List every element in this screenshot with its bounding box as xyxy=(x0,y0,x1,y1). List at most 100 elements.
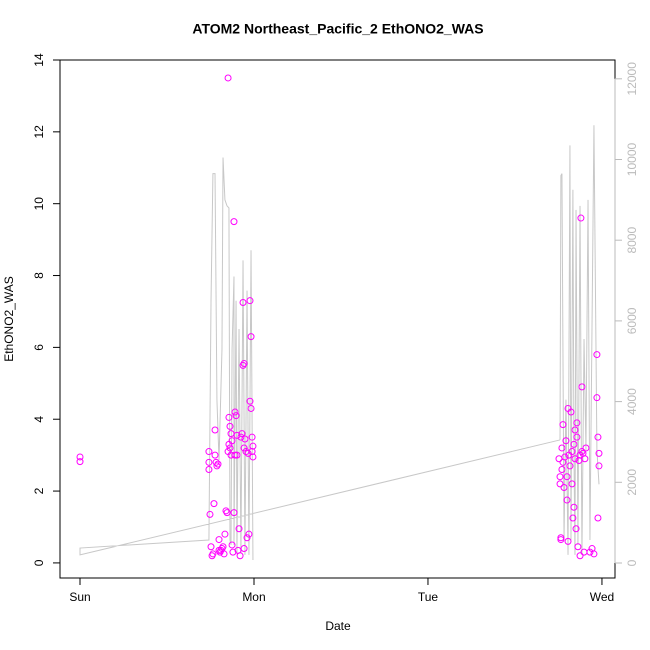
y2-tick-label: 10000 xyxy=(625,142,639,176)
y-tick-label: 8 xyxy=(32,272,46,279)
point xyxy=(223,509,231,517)
x-tick-label: Sun xyxy=(69,590,90,604)
point xyxy=(569,514,577,522)
point xyxy=(573,419,581,427)
point xyxy=(230,509,238,517)
point xyxy=(559,421,567,429)
point xyxy=(205,458,213,466)
x-axis-label: Date xyxy=(325,619,351,633)
y-tick-label: 4 xyxy=(32,416,46,423)
point xyxy=(247,333,255,341)
altitude-line xyxy=(79,125,600,560)
y2-tick-label: 8000 xyxy=(625,227,639,254)
point xyxy=(217,546,225,554)
point xyxy=(558,444,566,452)
point xyxy=(231,451,239,459)
point xyxy=(246,397,254,405)
point xyxy=(582,444,590,452)
y-tick-label: 6 xyxy=(32,344,46,351)
point xyxy=(246,297,254,305)
y2-tick-label: 2000 xyxy=(625,469,639,496)
point xyxy=(594,514,602,522)
point xyxy=(571,426,579,434)
y2-tick-label: 0 xyxy=(625,559,639,566)
point xyxy=(237,433,245,441)
point xyxy=(233,431,241,439)
point xyxy=(595,462,603,470)
point xyxy=(574,543,582,551)
point xyxy=(76,453,84,461)
point xyxy=(240,360,248,368)
point xyxy=(205,466,213,474)
point xyxy=(558,466,566,474)
point xyxy=(594,433,602,441)
point xyxy=(556,480,564,488)
point xyxy=(578,383,586,391)
point xyxy=(568,480,576,488)
point xyxy=(577,214,585,222)
point xyxy=(240,444,248,452)
y-tick-label: 10 xyxy=(32,197,46,211)
point xyxy=(228,437,236,445)
x-tick-label: Wed xyxy=(590,590,614,604)
point xyxy=(244,449,252,457)
point xyxy=(230,218,238,226)
point xyxy=(236,552,244,560)
point xyxy=(245,530,253,538)
point xyxy=(572,525,580,533)
y2-tick-label: 4000 xyxy=(625,388,639,415)
point xyxy=(249,442,257,450)
point xyxy=(241,435,249,443)
point xyxy=(215,536,223,544)
point xyxy=(227,451,235,459)
point xyxy=(581,455,589,463)
y-tick-label: 12 xyxy=(32,125,46,139)
point xyxy=(207,543,215,551)
point xyxy=(214,460,222,468)
y-tick-label: 2 xyxy=(32,487,46,494)
point xyxy=(570,503,578,511)
point xyxy=(224,74,232,82)
point xyxy=(564,537,572,545)
point xyxy=(247,404,255,412)
point xyxy=(586,548,594,556)
point xyxy=(576,552,584,560)
plot-box xyxy=(59,59,616,579)
point xyxy=(211,451,219,459)
point xyxy=(227,430,235,438)
point xyxy=(248,448,256,456)
x-tick-label: Tue xyxy=(418,590,439,604)
point xyxy=(240,545,248,553)
point xyxy=(573,433,581,441)
point xyxy=(221,530,229,538)
point xyxy=(205,448,213,456)
point xyxy=(557,536,565,544)
point xyxy=(235,525,243,533)
y-tick-label: 14 xyxy=(32,53,46,67)
x-tick-label: Mon xyxy=(242,590,265,604)
point xyxy=(248,433,256,441)
point xyxy=(211,426,219,434)
point xyxy=(210,500,218,508)
point xyxy=(555,455,563,463)
point xyxy=(563,473,571,481)
point xyxy=(226,444,234,452)
point xyxy=(562,437,570,445)
point xyxy=(76,458,84,466)
point xyxy=(239,298,247,306)
y-tick-label: 0 xyxy=(32,559,46,566)
point xyxy=(231,408,239,416)
point xyxy=(590,550,598,558)
point xyxy=(232,412,240,420)
point xyxy=(560,483,568,491)
point xyxy=(593,351,601,359)
point xyxy=(570,440,578,448)
y2-tick-label: 6000 xyxy=(625,307,639,334)
point xyxy=(561,453,569,461)
point xyxy=(225,413,233,421)
point xyxy=(212,458,220,466)
point xyxy=(593,394,601,402)
point xyxy=(209,550,217,558)
point xyxy=(563,496,571,504)
